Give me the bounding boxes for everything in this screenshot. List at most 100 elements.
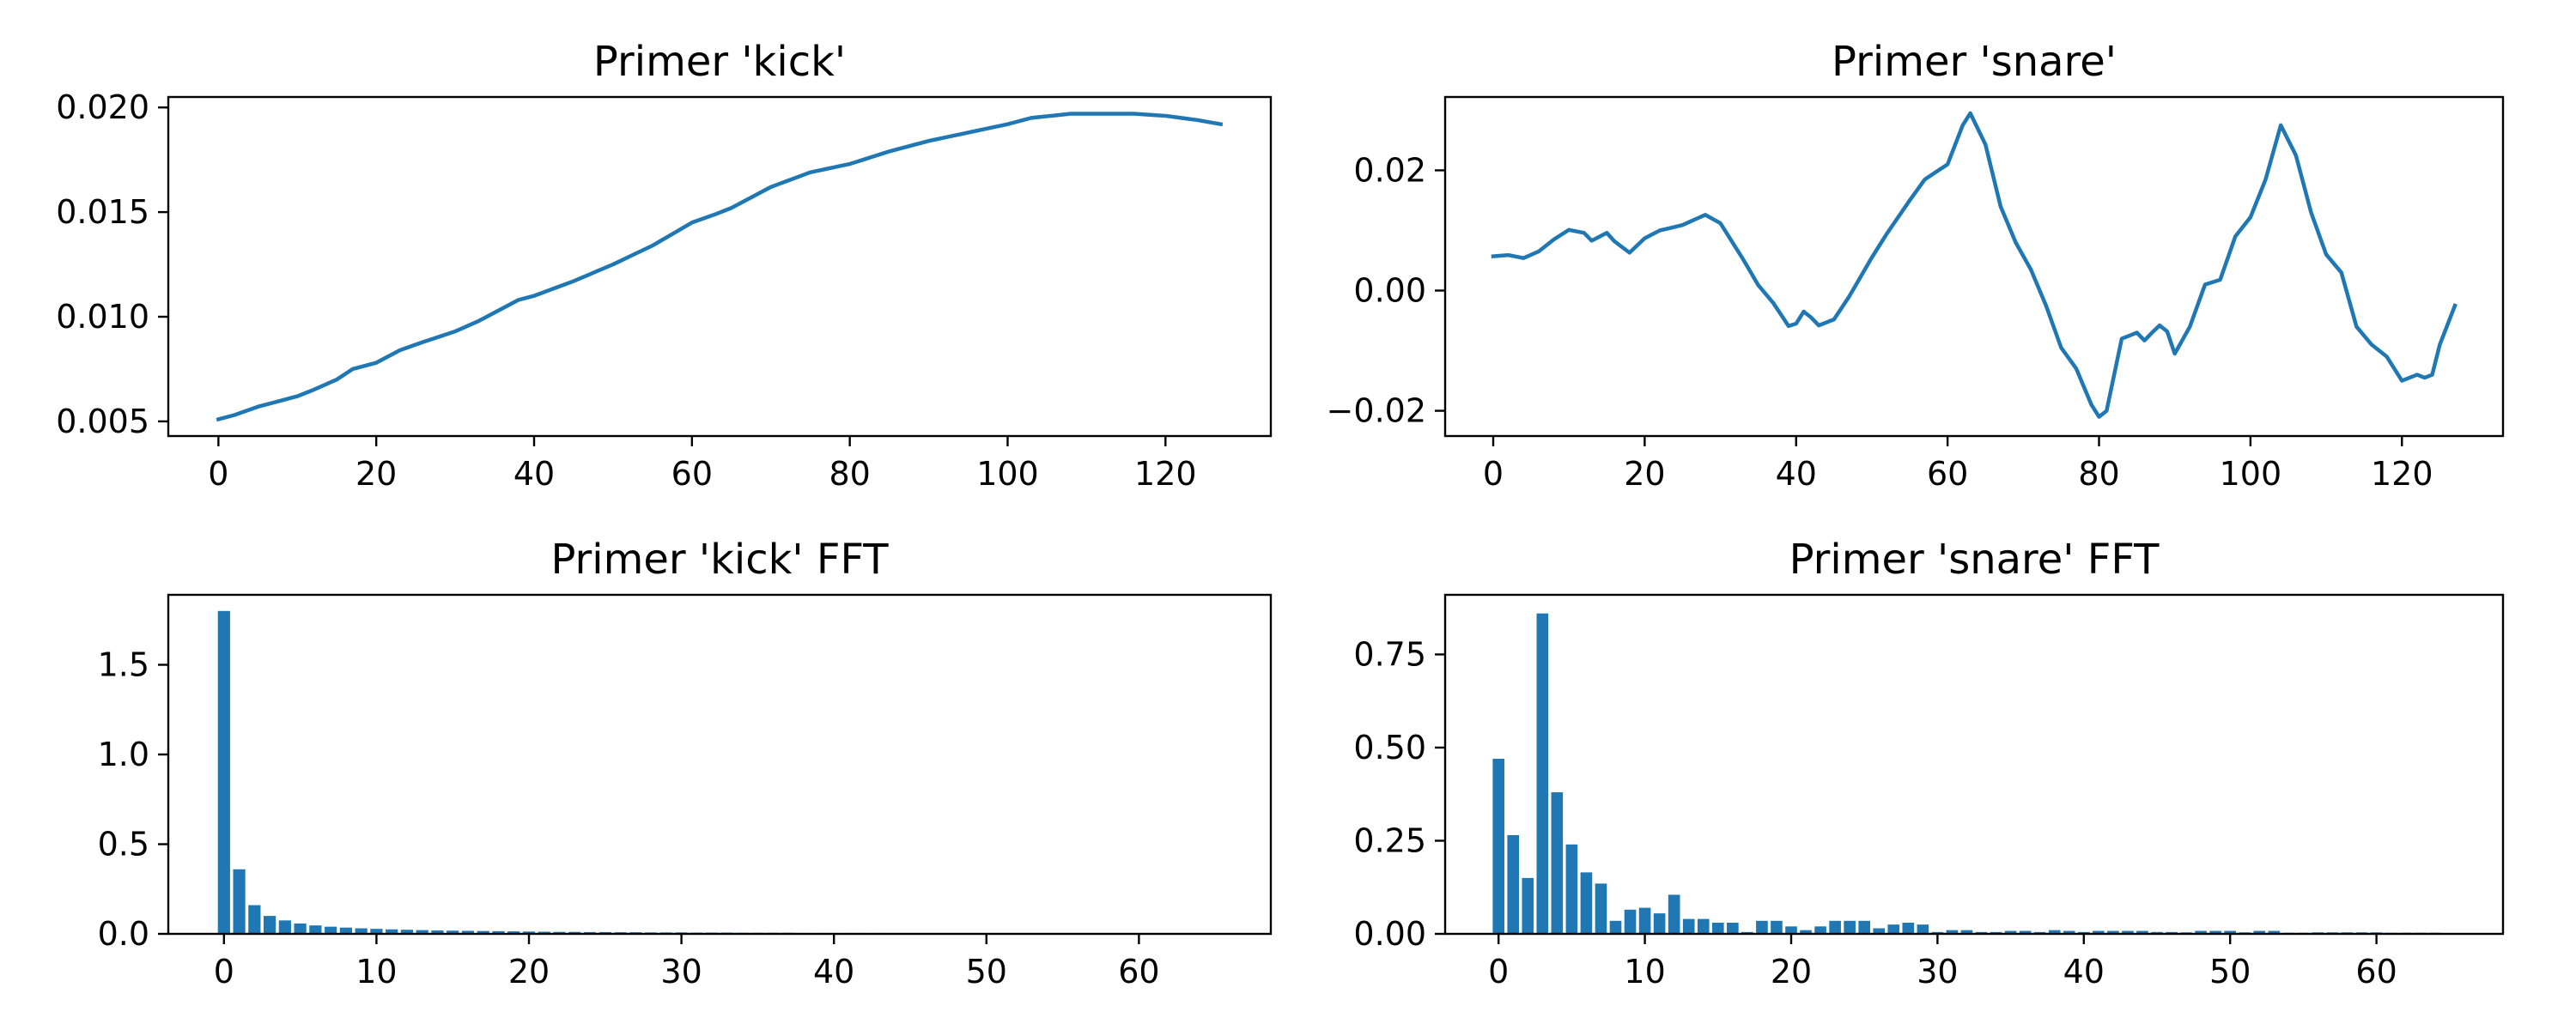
snare-waveform-x-tick-label: 120 — [2371, 455, 2433, 493]
kick-fft-bar — [492, 930, 505, 934]
snare-fft-bar — [1814, 926, 1826, 934]
snare-waveform-x-tick-label: 100 — [2220, 455, 2282, 493]
kick-waveform-y-tick-label: 0.005 — [56, 403, 149, 440]
kick-fft-bar — [416, 930, 428, 934]
snare-fft-bar — [1609, 920, 1622, 934]
snare-waveform-plot-area — [1491, 111, 2458, 419]
kick-fft-bar — [538, 931, 550, 934]
kick-fft-bar — [325, 926, 337, 934]
kick-fft-bar — [309, 925, 322, 934]
snare-fft-bar — [2253, 930, 2266, 934]
snare-waveform-x-tick-label: 40 — [1776, 455, 1817, 493]
kick-waveform-x-tick-label: 20 — [355, 455, 397, 493]
snare-fft-bar — [1756, 920, 1768, 934]
snare-fft-y-tick-label: 0.25 — [1353, 821, 1426, 859]
kick-fft-y-tick-label: 0.0 — [98, 915, 149, 953]
kick-waveform-title: Primer 'kick' — [593, 38, 846, 86]
kick-fft-bar — [233, 869, 246, 934]
snare-fft-bar — [1638, 907, 1651, 934]
snare-fft-bar — [1785, 926, 1797, 934]
snare-fft-bar — [1902, 922, 1915, 934]
kick-waveform-y-tick-label: 0.015 — [56, 193, 149, 231]
snare-fft-bar — [1682, 918, 1695, 934]
snare-fft-x-tick-label: 40 — [2063, 953, 2105, 991]
snare-fft-x-tick-label: 10 — [1624, 953, 1665, 991]
snare-fft-bar — [1697, 918, 1710, 934]
kick-fft-x-tick-label: 40 — [813, 953, 854, 991]
snare-waveform-x-tick-label: 60 — [1927, 455, 1968, 493]
snare-fft-bar — [2122, 930, 2134, 934]
snare-fft-bar — [1887, 924, 1900, 934]
kick-fft-bar — [294, 923, 307, 934]
snare-fft-bar — [1917, 924, 1929, 934]
snare-fft-y-tick-label: 0.75 — [1353, 635, 1426, 673]
kick-fft-bar — [461, 930, 475, 934]
kick-fft-bar — [355, 928, 368, 934]
snare-fft-bar — [1624, 909, 1637, 934]
kick-fft-x-tick-label: 50 — [966, 953, 1007, 991]
snare-fft-title: Primer 'snare' FFT — [1789, 536, 2160, 584]
snare-fft-bar — [2209, 930, 2221, 934]
kick-fft-bar — [386, 929, 398, 934]
kick-fft-x-tick-label: 0 — [214, 953, 234, 991]
kick-fft-bar — [278, 920, 291, 934]
snare-waveform-x-tick-label: 20 — [1624, 455, 1665, 493]
snare-fft-bar — [1711, 922, 1724, 934]
snare-waveform-title: Primer 'snare' — [1832, 38, 2117, 86]
kick-waveform-x-tick-label: 0 — [208, 455, 228, 493]
snare-fft-x-tick-label: 50 — [2209, 953, 2251, 991]
kick-fft-x-tick-label: 20 — [508, 953, 550, 991]
kick-waveform-x-tick-label: 40 — [513, 455, 555, 493]
kick-fft-x-tick-label: 10 — [355, 953, 397, 991]
kick-waveform-y-tick-label: 0.010 — [56, 298, 149, 336]
snare-fft-bar — [1960, 930, 1973, 934]
snare-fft-bar — [1668, 894, 1680, 934]
kick-waveform-x-tick-label: 100 — [976, 455, 1039, 493]
snare-fft-bar — [1492, 758, 1505, 934]
snare-fft-bar — [2195, 930, 2207, 934]
snare-fft-bar — [1771, 920, 1783, 934]
snare-waveform-y-tick-label: 0.02 — [1353, 151, 1426, 189]
kick-fft-title: Primer 'kick' FFT — [550, 536, 889, 584]
snare-fft-bar — [1580, 872, 1593, 934]
kick-fft-bar — [522, 931, 536, 934]
snare-waveform-x-tick-label: 0 — [1483, 455, 1504, 493]
kick-fft-bar — [263, 916, 276, 934]
snare-waveform-series-line — [1491, 111, 2458, 419]
snare-fft-x-tick-label: 20 — [1771, 953, 1812, 991]
snare-fft-x-tick-label: 30 — [1917, 953, 1958, 991]
snare-fft-bar — [1653, 913, 1666, 934]
snare-fft-bar — [1946, 930, 1959, 934]
kick-fft-y-tick-label: 1.5 — [98, 646, 149, 684]
kick-fft-axes-frame — [167, 593, 1273, 936]
kick-waveform-panel: Primer 'kick' 0 20 40 60 80 100 120 0.005 0.010 0.… — [56, 38, 1273, 493]
snare-fft-bar — [2004, 930, 2017, 934]
snare-waveform-x-tick-label: 80 — [2078, 455, 2119, 493]
snare-fft-bar — [2136, 930, 2148, 934]
kick-fft-bar — [339, 927, 352, 934]
subplot-grid: Primer 'kick'0 20 40 60 80 100 1200.0050.0100.… — [56, 38, 2505, 991]
kick-fft-bar — [507, 931, 520, 934]
snare-fft-panel: Primer 'snare' FFT 0 10 20 30 40 50 60 0.00 0.25 0… — [1353, 536, 2505, 991]
kick-waveform-y-tick-label: 0.020 — [56, 88, 149, 126]
snare-fft-bar — [2224, 930, 2237, 934]
snare-fft-bar — [1727, 922, 1739, 934]
kick-fft-bar — [370, 929, 383, 934]
snare-fft-bar — [2048, 930, 2061, 934]
snare-fft-x-tick-label: 60 — [2355, 953, 2397, 991]
snare-fft-bar — [1595, 883, 1607, 934]
kick-fft-bar — [217, 610, 230, 934]
snare-fft-x-tick-label: 0 — [1488, 953, 1509, 991]
kick-fft-bar — [400, 930, 414, 934]
kick-fft-x-tick-label: 60 — [1118, 953, 1159, 991]
kick-fft-bar — [431, 930, 444, 934]
snare-waveform-y-tick-label: 0.00 — [1353, 272, 1426, 310]
snare-fft-bar — [2268, 930, 2281, 934]
snare-fft-bar — [1507, 834, 1520, 934]
snare-fft-bar — [2063, 930, 2075, 934]
kick-waveform-x-tick-label: 60 — [671, 455, 713, 493]
kick-fft-x-tick-label: 30 — [660, 953, 702, 991]
kick-fft-bar — [477, 930, 489, 934]
kick-fft-y-tick-label: 1.0 — [98, 736, 149, 773]
